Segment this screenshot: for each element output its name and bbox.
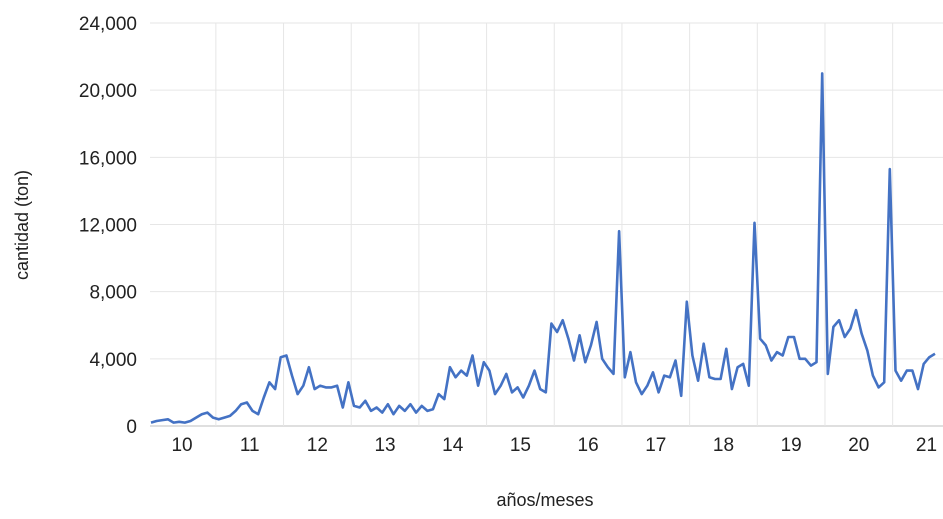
x-tick-label: 13 bbox=[374, 435, 395, 456]
x-tick-label: 20 bbox=[848, 435, 869, 456]
x-tick-label: 16 bbox=[578, 435, 599, 456]
x-axis-ticks: 10 11 12 13 14 15 16 17 18 19 20 21 bbox=[171, 435, 937, 456]
series-line bbox=[150, 72, 936, 424]
x-axis-title: años/meses bbox=[496, 490, 593, 510]
y-tick-label: 4,000 bbox=[89, 350, 137, 371]
y-tick-label: 12,000 bbox=[79, 216, 137, 237]
x-tick-label: 12 bbox=[307, 435, 328, 456]
x-tick-label: 15 bbox=[510, 435, 531, 456]
x-tick-label: 14 bbox=[442, 435, 464, 456]
y-tick-label: 20,000 bbox=[79, 81, 137, 102]
y-tick-label: 16,000 bbox=[79, 148, 137, 169]
x-tick-label: 19 bbox=[781, 435, 802, 456]
y-tick-label: 24,000 bbox=[79, 14, 137, 35]
x-tick-label: 18 bbox=[713, 435, 734, 456]
y-tick-label: 0 bbox=[126, 417, 137, 438]
y-axis-title: cantidad (ton) bbox=[12, 170, 32, 280]
y-tick-label: 8,000 bbox=[89, 283, 137, 304]
x-tick-label: 10 bbox=[171, 435, 192, 456]
y-axis-ticks: 0 4,000 8,000 12,000 16,000 20,000 24,000 bbox=[79, 14, 137, 438]
x-tick-label: 11 bbox=[240, 435, 260, 456]
series-layer bbox=[150, 72, 936, 424]
x-tick-label: 21 bbox=[916, 435, 937, 456]
x-tick-label: 17 bbox=[645, 435, 666, 456]
